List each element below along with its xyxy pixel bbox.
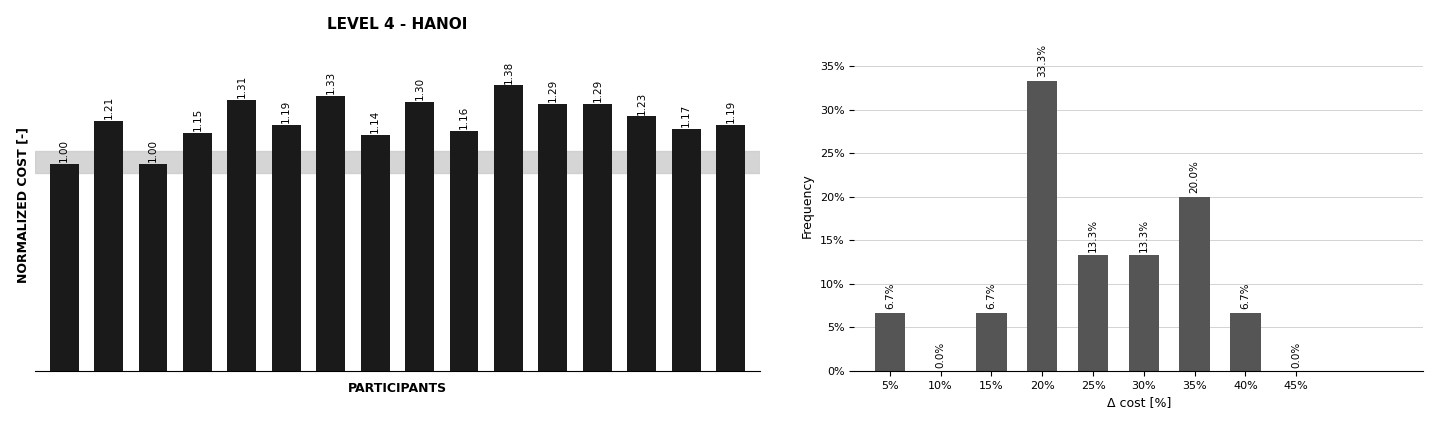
Bar <box>494 85 523 371</box>
Bar <box>1027 81 1057 371</box>
Text: 1.33: 1.33 <box>325 71 336 94</box>
Bar <box>976 313 1007 371</box>
Bar <box>360 135 390 371</box>
Text: 1.19: 1.19 <box>726 100 736 123</box>
X-axis label: PARTICIPANTS: PARTICIPANTS <box>348 382 446 395</box>
Text: 1.23: 1.23 <box>636 92 647 115</box>
Text: 1.29: 1.29 <box>592 79 602 102</box>
Text: 1.17: 1.17 <box>681 104 691 127</box>
Text: 0.0%: 0.0% <box>1292 341 1302 368</box>
Bar <box>317 96 346 371</box>
Bar <box>539 104 567 371</box>
Text: 6.7%: 6.7% <box>884 283 894 309</box>
Bar <box>1129 255 1159 371</box>
Text: 1.19: 1.19 <box>281 100 291 123</box>
Bar <box>49 164 79 371</box>
Bar <box>583 104 612 371</box>
Bar <box>183 133 212 371</box>
Text: 33.3%: 33.3% <box>1037 44 1047 77</box>
Text: 1.16: 1.16 <box>459 106 469 129</box>
X-axis label: Δ cost [%]: Δ cost [%] <box>1106 396 1171 409</box>
Title: LEVEL 4 - HANOI: LEVEL 4 - HANOI <box>327 17 468 32</box>
Bar <box>716 125 744 371</box>
Bar <box>1077 255 1109 371</box>
Text: 0.0%: 0.0% <box>936 341 946 368</box>
Text: 20.0%: 20.0% <box>1189 160 1200 193</box>
Text: 6.7%: 6.7% <box>1240 283 1250 309</box>
Bar <box>449 131 478 371</box>
Bar <box>35 150 759 173</box>
Bar <box>405 102 433 371</box>
Bar <box>228 100 256 371</box>
Text: 6.7%: 6.7% <box>986 283 996 309</box>
Bar <box>628 116 657 371</box>
Text: 1.15: 1.15 <box>193 108 203 131</box>
Text: 1.38: 1.38 <box>504 60 514 83</box>
Y-axis label: Frequency: Frequency <box>801 173 814 238</box>
Text: 13.3%: 13.3% <box>1089 219 1099 252</box>
Text: 1.00: 1.00 <box>59 139 69 162</box>
Bar <box>1179 197 1210 371</box>
Y-axis label: NORMALIZED COST [-]: NORMALIZED COST [-] <box>17 127 30 283</box>
Text: 1.30: 1.30 <box>415 77 425 100</box>
Bar <box>272 125 301 371</box>
Bar <box>1230 313 1261 371</box>
Text: 13.3%: 13.3% <box>1139 219 1149 252</box>
Bar <box>94 121 122 371</box>
Bar <box>874 313 906 371</box>
Bar <box>138 164 167 371</box>
Text: 1.29: 1.29 <box>547 79 557 102</box>
Text: 1.31: 1.31 <box>236 75 246 98</box>
Text: 1.21: 1.21 <box>104 95 114 119</box>
Bar <box>672 129 701 371</box>
Text: 1.00: 1.00 <box>148 139 158 162</box>
Text: 1.14: 1.14 <box>370 110 380 133</box>
